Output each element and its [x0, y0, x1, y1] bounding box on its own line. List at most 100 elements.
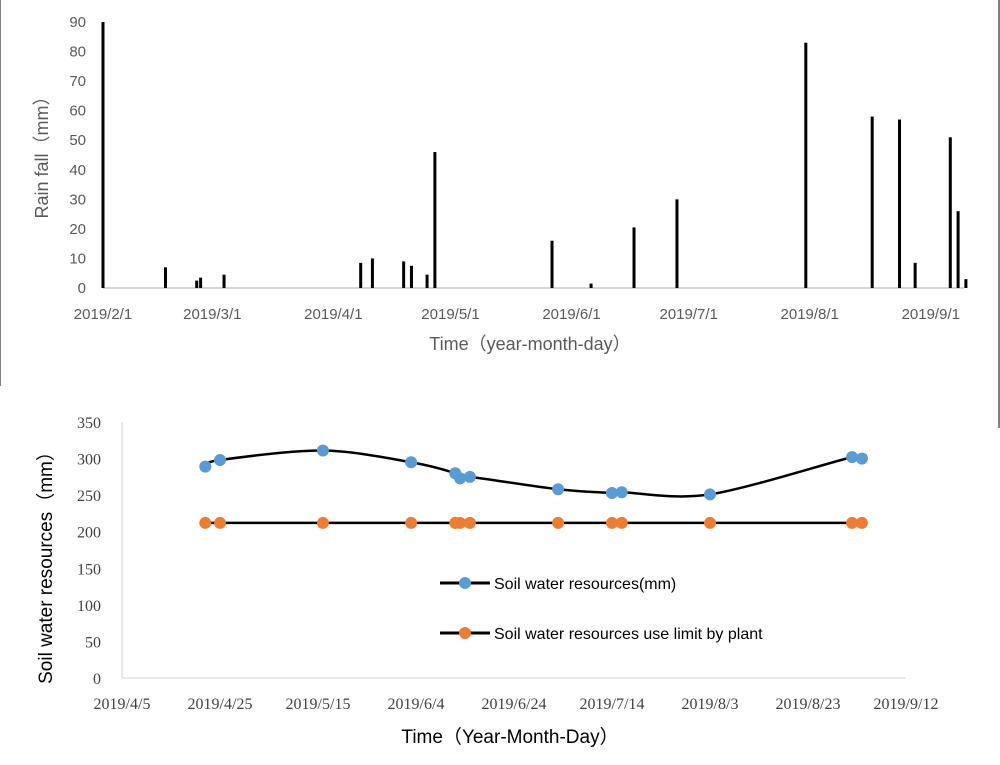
rain-bar	[425, 274, 429, 288]
legend-label-use-limit: Soil water resources use limit by plant	[494, 626, 763, 643]
soil-y-tick-label: 0	[93, 671, 101, 688]
soil-x-tick-label: 2019/5/15	[286, 696, 351, 713]
rain-bar	[948, 137, 952, 288]
soil-water-point	[615, 486, 628, 499]
soil-x-tick-label: 2019/4/5	[94, 696, 151, 713]
rain-y-tick-label: 60	[69, 103, 86, 120]
soil-series-lines	[204, 449, 867, 525]
soil-water-point	[214, 454, 226, 467]
legend-label-soil-water: Soil water resources(mm)	[494, 576, 676, 593]
rain-y-tick-label: 30	[69, 191, 86, 208]
rain-y-tick-labels: 0 10 20 30 40 50 60 70 80 90	[69, 14, 86, 297]
rain-x-tick-label: 2019/3/1	[183, 306, 241, 323]
rain-x-tick-label: 2019/6/1	[542, 306, 600, 323]
soil-water-point	[199, 460, 212, 473]
rain-bar	[898, 119, 902, 289]
soil-x-tick-label: 2019/6/24	[482, 696, 547, 713]
rain-y-tick-label: 20	[69, 221, 86, 238]
use-limit-point	[316, 516, 329, 529]
rain-x-tick-label: 2019/9/1	[902, 306, 960, 323]
rain-y-tick-label: 50	[69, 132, 86, 149]
rain-y-tick-label: 80	[69, 44, 86, 61]
rain-bar	[101, 22, 105, 288]
soil-x-tick-label: 2019/4/25	[188, 696, 253, 713]
soil-water-point	[846, 451, 859, 464]
soil-water-point	[463, 470, 476, 483]
soil-y-axis-title: Soil water resources（mm）	[35, 442, 57, 684]
rain-bar	[550, 240, 554, 288]
soil-water-point	[552, 483, 565, 496]
legend-marker-use-limit	[459, 627, 471, 639]
rain-y-tick-label: 70	[69, 73, 86, 90]
legend-marker-soil-water	[459, 577, 471, 589]
soil-x-tick-labels: 2019/4/5 2019/4/25 2019/5/15 2019/6/4 2019/6…	[94, 696, 939, 713]
rain-x-tick-label: 2019/7/1	[659, 306, 717, 323]
soil-water-point	[316, 444, 329, 457]
use-limit-point	[454, 516, 467, 529]
soil-legend: Soil water resources(mm) Soil water reso…	[440, 576, 763, 643]
soil-water-point	[606, 486, 618, 499]
soil-y-tick-label: 100	[77, 598, 101, 615]
use-limit-point	[855, 516, 868, 529]
use-limit-point	[199, 516, 212, 529]
rain-y-axis-title: Rain fall（mm）	[32, 87, 52, 218]
use-limit-point	[405, 516, 418, 529]
soil-x-tick-label: 2019/8/3	[682, 696, 739, 713]
rain-bar	[956, 211, 960, 288]
rain-bar	[804, 42, 808, 288]
soil-x-tick-label: 2019/7/14	[580, 696, 645, 713]
rain-bar	[359, 262, 363, 288]
soil-series-points	[199, 444, 868, 529]
soil-water-point	[704, 488, 716, 501]
rain-bar	[199, 277, 203, 288]
use-limit-point	[606, 516, 618, 529]
rain-y-tick-label: 10	[69, 250, 86, 267]
rain-y-tick-label: 90	[69, 14, 86, 31]
rain-bar	[675, 199, 679, 288]
rain-bars	[101, 22, 968, 289]
rain-bar	[222, 274, 226, 288]
soil-y-tick-label: 300	[77, 452, 101, 469]
soil-water-point	[454, 472, 467, 485]
use-limit-point	[552, 516, 565, 529]
rain-bar	[632, 227, 636, 288]
soil-y-tick-label: 150	[77, 561, 101, 578]
soil-water-point	[855, 452, 868, 465]
rain-y-tick-label: 40	[69, 162, 86, 179]
rain-bar	[913, 262, 917, 288]
rain-x-tick-labels: 2019/2/1 2019/3/1 2019/4/1 2019/5/1 2019/6/1…	[74, 306, 960, 323]
rain-x-tick-label: 2019/4/1	[304, 306, 362, 323]
use-limit-point	[214, 516, 226, 529]
rain-x-axis-title: Time（year-month-day）	[429, 334, 630, 354]
use-limit-point	[463, 516, 476, 529]
use-limit-point	[615, 516, 628, 529]
rain-x-tick-label: 2019/2/1	[74, 306, 132, 323]
rain-bar	[964, 279, 968, 288]
use-limit-point	[704, 516, 716, 529]
rain-y-tick-label: 0	[78, 280, 86, 297]
rain-bar	[433, 152, 437, 288]
rain-bar	[402, 261, 406, 288]
rain-bar	[589, 283, 593, 288]
use-limit-point	[846, 516, 859, 529]
soil-x-tick-label: 2019/9/12	[874, 696, 939, 713]
soil-y-tick-label: 350	[77, 415, 101, 432]
soil-y-tick-label: 50	[85, 634, 101, 651]
soil-y-tick-label: 200	[77, 525, 101, 542]
rain-bar	[370, 258, 374, 288]
soil-series-line	[204, 449, 867, 498]
soil-water-point	[405, 456, 418, 469]
soil-x-tick-label: 2019/8/23	[776, 696, 841, 713]
soil-y-tick-label: 250	[77, 488, 101, 505]
soil-y-tick-labels: 0 50 100 150 200 250 300 350	[77, 415, 101, 688]
rain-bar	[195, 280, 199, 288]
rain-bar	[870, 116, 874, 288]
soil-x-tick-label: 2019/6/4	[388, 696, 445, 713]
soil-x-axis-title: Time（Year-Month-Day）	[401, 726, 618, 748]
rain-x-tick-label: 2019/5/1	[421, 306, 479, 323]
rain-x-tick-label: 2019/8/1	[781, 306, 839, 323]
rain-bar	[409, 265, 413, 288]
rain-bar	[163, 267, 167, 288]
